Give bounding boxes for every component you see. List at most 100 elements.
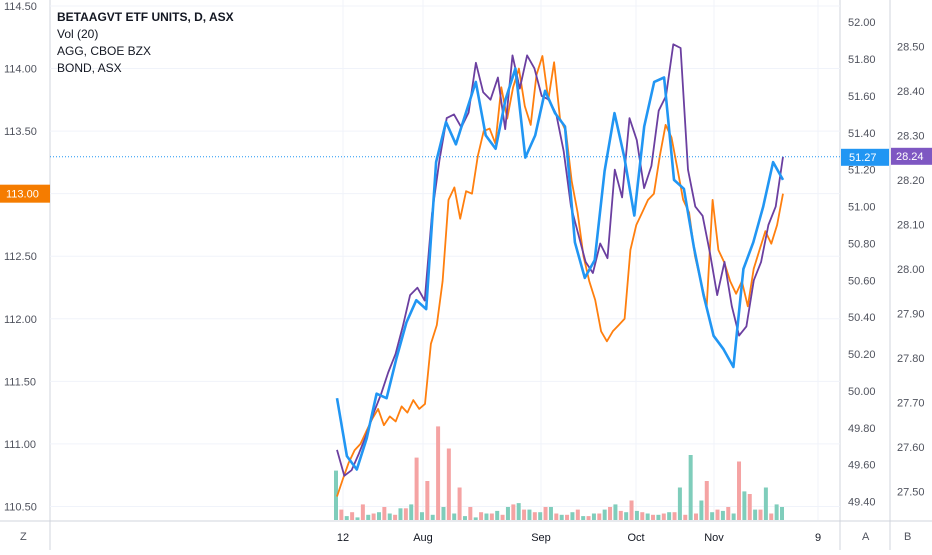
- volume-bar-down: [672, 512, 677, 520]
- volume-bar-up: [398, 508, 403, 520]
- left-axis-tick-label: 114.50: [4, 1, 37, 13]
- volume-bar-down: [715, 509, 720, 520]
- price-badge-agg-label: 51.27: [849, 152, 877, 164]
- volume-bar-down: [522, 509, 527, 520]
- volume-bar-up: [484, 513, 489, 520]
- volume-bar-up: [645, 513, 650, 520]
- volume-bar-up: [688, 455, 693, 520]
- volume-bar-up: [548, 507, 553, 520]
- right-axis-tick-label: 28.50: [897, 41, 925, 53]
- mid-axis-tick-label: 51.80: [848, 54, 876, 66]
- volume-bar-down: [694, 513, 699, 520]
- volume-bar-down: [339, 509, 344, 520]
- volume-bar-down: [554, 513, 559, 520]
- price-badge-bond-label: 28.24: [896, 151, 924, 163]
- right-axis-tick-label: 28.10: [897, 219, 925, 231]
- volume-bar-down: [489, 513, 494, 520]
- volume-bar-down: [586, 516, 591, 520]
- mid-axis-tick-label: 49.60: [848, 460, 876, 472]
- volume-bar-up: [613, 504, 618, 520]
- right-axis-tick-label: 28.20: [897, 175, 925, 187]
- volume-bar-down: [747, 494, 752, 520]
- time-axis-tick-label: 12: [337, 532, 349, 544]
- volume-bar-down: [468, 507, 473, 520]
- series-line-betaagvt: [336, 55, 784, 497]
- volume-bar-up: [366, 514, 371, 520]
- zoom-button[interactable]: Z: [20, 531, 27, 543]
- volume-bar-up: [677, 487, 682, 520]
- price-badge-agg: [841, 148, 889, 166]
- volume-bar-down: [726, 507, 731, 520]
- volume-bar-up: [452, 513, 457, 520]
- volume-bar-down: [414, 457, 419, 520]
- volume-bar-up: [581, 516, 586, 520]
- mid-axis-tick-label: 50.40: [848, 312, 876, 324]
- volume-bar-down: [608, 507, 613, 520]
- volume-bar-down: [500, 514, 505, 520]
- mid-axis-tick-label: 51.00: [848, 202, 876, 214]
- mid-axis-tick-label: 49.40: [848, 497, 876, 509]
- volume-bar-up: [710, 512, 715, 520]
- left-axis-tick-label: 111.00: [4, 439, 36, 451]
- volume-bar-up: [355, 517, 360, 520]
- left-axis-tick-label: 114.00: [4, 64, 37, 76]
- volume-bar-up: [538, 512, 543, 520]
- right-axis-tick-label: 27.80: [897, 353, 925, 365]
- auto-scale-button[interactable]: A: [862, 531, 870, 543]
- volume-bar-up: [742, 491, 747, 520]
- bottom-right-button[interactable]: B: [904, 531, 912, 543]
- volume-bar-up: [409, 504, 414, 520]
- right-axis-tick-label: 27.50: [897, 487, 925, 499]
- volume-bar-up: [344, 516, 349, 520]
- volume-bar-up: [495, 510, 500, 520]
- price-badge-main: [0, 184, 50, 203]
- volume-bar-up: [667, 512, 672, 520]
- volume-bar-up: [570, 512, 575, 520]
- volume-bar-down: [457, 487, 462, 520]
- mid-axis-tick-label: 51.20: [848, 165, 876, 177]
- volume-bar-up: [430, 514, 435, 520]
- volume-bar-down: [382, 507, 387, 520]
- right-axis-tick-label: 27.60: [897, 442, 925, 454]
- right-axis-tick-label: 28.30: [897, 130, 925, 142]
- left-axis-tick-label: 112.00: [4, 314, 37, 326]
- volume-bar-up: [376, 512, 381, 520]
- volume-bar-down: [446, 448, 451, 520]
- left-axis-tick-label: 113.50: [4, 126, 37, 138]
- volume-bar-up: [505, 507, 510, 520]
- legend-compare-agg: AGG, CBOE BZX: [57, 44, 152, 58]
- left-axis-tick-label: 112.50: [4, 251, 37, 263]
- volume-bar-up: [387, 513, 392, 520]
- volume-bar-down: [350, 512, 355, 520]
- volume-bar-up: [559, 514, 564, 520]
- volume-bar-up: [624, 512, 629, 520]
- volume-bar-down: [425, 481, 430, 520]
- legend-symbol-title: BETAAGVT ETF UNITS, D, ASX: [57, 10, 234, 24]
- volume-bar-up: [763, 487, 768, 520]
- volume-bar-down: [704, 481, 709, 520]
- mid-axis-tick-label: 50.80: [848, 238, 876, 250]
- right-axis-tick-label: 27.70: [897, 398, 925, 410]
- left-axis-tick-label: 111.50: [4, 376, 36, 388]
- volume-bar-up: [602, 509, 607, 520]
- time-axis-tick-label: Oct: [627, 532, 644, 544]
- volume-bar-down: [543, 507, 548, 520]
- mid-axis-tick-label: 50.60: [848, 275, 876, 287]
- volume-bar-up: [419, 512, 424, 520]
- series-line-agg: [336, 43, 784, 477]
- time-axis-tick-label: Aug: [413, 532, 433, 544]
- volume-bar-down: [479, 512, 484, 520]
- volume-bar-up: [441, 507, 446, 520]
- volume-bar-down: [618, 510, 623, 520]
- right-axis-tick-label: 27.90: [897, 309, 925, 321]
- volume-bar-up: [720, 510, 725, 520]
- volume-bar-up: [656, 514, 661, 520]
- mid-axis-tick-label: 51.40: [848, 128, 876, 140]
- left-axis-tick-label: 110.50: [4, 501, 37, 513]
- volume-bar-up: [780, 507, 784, 520]
- time-axis-tick-label: 9: [815, 532, 821, 544]
- volume-bar-down: [661, 513, 666, 520]
- volume-bar-up: [462, 516, 467, 520]
